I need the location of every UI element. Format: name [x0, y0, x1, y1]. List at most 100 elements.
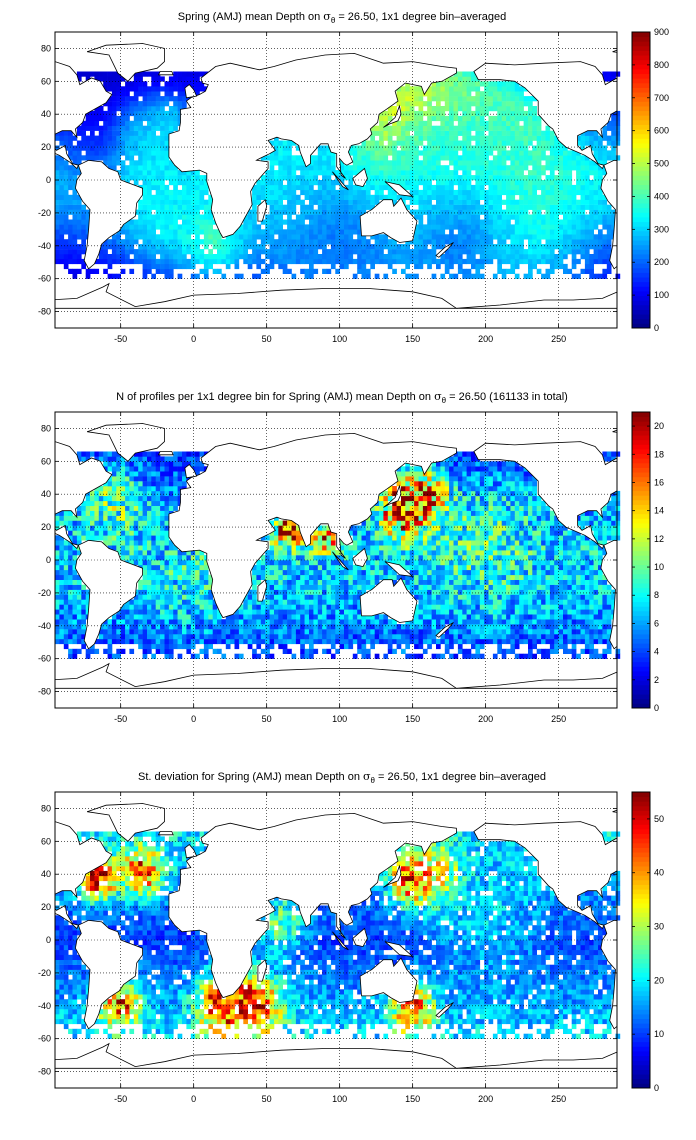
heatmap-cell — [466, 140, 472, 146]
heatmap-cell — [457, 91, 463, 97]
heatmap-cell — [545, 155, 551, 161]
heatmap-cell — [563, 199, 568, 205]
heatmap-cell — [177, 199, 183, 205]
heatmap-cell — [492, 194, 498, 200]
heatmap-cell — [168, 91, 174, 97]
heatmap-cell — [545, 258, 551, 265]
heatmap-cell — [147, 263, 152, 270]
heatmap-cell — [164, 638, 170, 645]
heatmap-cell — [107, 106, 113, 112]
heatmap-cell — [291, 545, 297, 551]
heatmap-cell — [361, 150, 367, 156]
heatmap-cell — [155, 495, 161, 502]
heatmap-cell — [462, 258, 467, 265]
heatmap-cell — [462, 91, 467, 97]
heatmap-cell — [147, 609, 152, 615]
heatmap-cell — [155, 594, 161, 600]
heatmap-cell — [563, 214, 568, 220]
heatmap-cell — [63, 130, 69, 136]
heatmap-cell — [164, 515, 170, 521]
heatmap-cell — [431, 273, 437, 279]
heatmap-cell — [142, 165, 148, 171]
heatmap-cell — [514, 135, 520, 141]
heatmap-cell — [252, 204, 257, 210]
y-tick-label: 0 — [46, 175, 51, 185]
heatmap-cell — [168, 239, 174, 245]
heatmap-cell — [173, 110, 178, 117]
heatmap-cell — [111, 244, 117, 250]
heatmap-cell — [501, 160, 507, 166]
heatmap-cell — [168, 584, 174, 590]
heatmap-cell — [549, 160, 555, 166]
heatmap-cell — [269, 184, 275, 191]
heatmap-cell — [274, 550, 279, 556]
heatmap-cell — [313, 249, 319, 255]
colorbar-tick-label: 300 — [654, 224, 669, 234]
heatmap-cell — [387, 170, 393, 176]
heatmap-cell — [59, 140, 65, 146]
heatmap-cell — [444, 91, 450, 97]
heatmap-cell — [120, 110, 126, 117]
heatmap-cell — [370, 244, 375, 250]
heatmap-cell — [256, 189, 262, 196]
heatmap-cell — [387, 258, 393, 265]
heatmap-cell — [295, 569, 301, 576]
heatmap-cell — [374, 125, 380, 131]
heatmap-cell — [155, 604, 161, 610]
heatmap-cell — [558, 150, 564, 156]
heatmap-cell — [436, 244, 441, 250]
heatmap-cell — [147, 495, 152, 502]
heatmap-cell — [142, 189, 148, 196]
heatmap-cell — [59, 180, 65, 186]
heatmap-cell — [536, 165, 542, 171]
heatmap-cell — [532, 180, 537, 186]
heatmap-cell — [164, 574, 170, 580]
heatmap-cell — [147, 515, 152, 521]
heatmap-cell — [383, 258, 389, 265]
heatmap-cell — [506, 234, 511, 240]
heatmap-cell — [147, 110, 152, 117]
heatmap-cell — [120, 604, 126, 610]
heatmap-cell — [361, 263, 367, 270]
heatmap-cell — [449, 125, 454, 131]
colorbar-segment — [632, 170, 650, 176]
heatmap-cell — [567, 204, 573, 210]
heatmap-cell — [269, 555, 275, 561]
heatmap-cell — [475, 234, 481, 240]
heatmap-cell — [313, 599, 319, 605]
heatmap-cell — [195, 599, 200, 605]
heatmap-cell — [177, 451, 183, 457]
heatmap-cell — [72, 229, 78, 235]
heatmap-cell — [287, 229, 292, 235]
heatmap-cell — [300, 589, 305, 595]
heatmap-cell — [68, 614, 73, 620]
heatmap-cell — [138, 520, 143, 526]
heatmap-cell — [164, 209, 170, 215]
heatmap-cell — [133, 638, 139, 645]
heatmap-cell — [532, 135, 537, 141]
heatmap-cell — [173, 550, 178, 556]
heatmap-cell — [352, 244, 358, 250]
heatmap-cell — [138, 461, 143, 467]
heatmap-cell — [405, 194, 410, 200]
heatmap-cell — [182, 249, 187, 255]
heatmap-cell — [85, 140, 91, 146]
heatmap-cell — [558, 175, 564, 181]
heatmap-cell — [536, 140, 542, 146]
heatmap-cell — [151, 81, 156, 87]
heatmap-cell — [278, 224, 283, 230]
heatmap-cell — [282, 569, 288, 576]
heatmap-cell — [549, 258, 555, 265]
heatmap-cell — [383, 165, 389, 171]
heatmap-cell — [598, 155, 603, 161]
heatmap-cell — [611, 135, 616, 141]
heatmap-cell — [147, 599, 152, 605]
heatmap-cell — [72, 569, 78, 576]
heatmap-cell — [274, 604, 279, 610]
heatmap-cell — [68, 638, 73, 645]
heatmap-cell — [173, 175, 178, 181]
heatmap-cell — [282, 170, 288, 176]
heatmap-cell — [576, 273, 581, 279]
heatmap-cell — [379, 170, 384, 176]
heatmap-cell — [85, 648, 91, 654]
